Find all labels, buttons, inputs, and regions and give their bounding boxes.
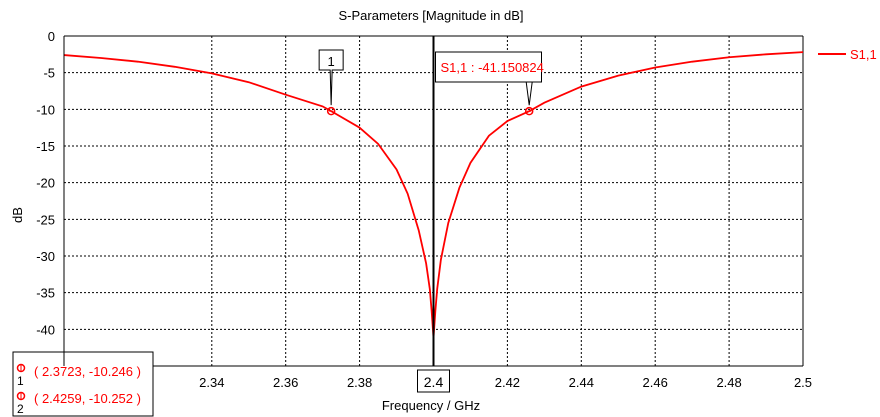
marker-1-flag-shape [318,49,344,106]
marker-1-flag: 1 [318,49,344,106]
y-tick-label: -5 [43,66,55,81]
cursor-value-label: 2.4 [424,374,444,390]
x-tick-label: 2.5 [794,375,812,390]
legend-label-s11: S1,1 [850,47,877,62]
y-tick-label: -30 [36,249,55,264]
marker-1-readout: ( 2.3723, -10.246 ) [34,364,141,379]
y-tick-label: -15 [36,139,55,154]
marker-readout-frame [12,351,154,417]
marker-readout-box: 1 ( 2.3723, -10.246 ) 2 ( 2.4259, -10.25… [12,351,154,417]
marker-2-pointer [525,81,533,106]
cursor-value-box: 2.4 [417,369,450,393]
y-tick-label: 0 [48,29,55,44]
marker-2-point[interactable] [524,106,534,116]
x-axis-label: Frequency / GHz [382,398,480,413]
marker-1-point[interactable] [326,106,336,116]
x-tick-label: 2.46 [643,375,668,390]
marker-1-id: 1 [17,374,24,388]
marker-dots [326,106,534,116]
y-axis-ticks: 0 -5 -10 -15 -20 -25 -30 -35 -40 [36,29,55,337]
marker-2-readout: ( 2.4259, -10.252 ) [34,391,141,406]
minimum-annotation: S1,1 : -41.150824 [435,51,544,83]
y-tick-label: -40 [36,322,55,337]
x-tick-label: 2.34 [199,375,224,390]
y-tick-label: -10 [36,102,55,117]
marker-readout-row-2[interactable]: 2 ( 2.4259, -10.252 ) [16,391,141,416]
y-tick-label: -20 [36,176,55,191]
cursor-value-frame [417,369,450,393]
x-tick-label: 2.48 [716,375,741,390]
legend: S1,1 [818,47,877,62]
y-tick-label: -25 [36,212,55,227]
marker-1-flag-label: 1 [328,54,335,69]
x-tick-label: 2.44 [569,375,594,390]
chart-title: S-Parameters [Magnitude in dB] [339,8,524,23]
x-axis-ticks: 2.34 2.36 2.38 2.42 2.44 2.46 2.48 2.5 [199,375,812,390]
x-tick-label: 2.38 [347,375,372,390]
y-tick-label: -35 [36,286,55,301]
marker-readout-row-1[interactable]: 1 ( 2.3723, -10.246 ) [16,363,141,388]
x-tick-label: 2.42 [495,375,520,390]
x-tick-label: 2.36 [273,375,298,390]
minimum-annotation-text: S1,1 : -41.150824 [441,60,544,75]
marker-2-id: 2 [17,402,24,416]
minimum-annotation-frame [435,51,542,83]
y-axis-label: dB [10,207,25,223]
